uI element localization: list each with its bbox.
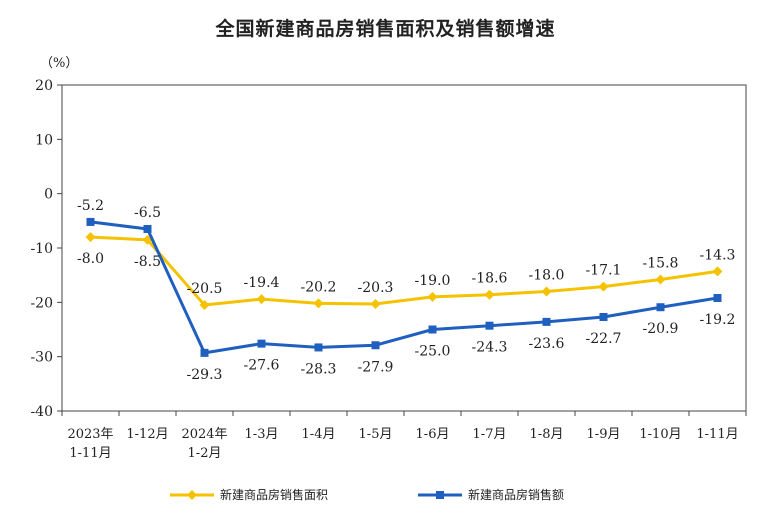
data-point-area	[199, 300, 210, 311]
data-label-sales: -27.9	[358, 359, 394, 375]
data-point-area	[655, 274, 666, 285]
data-label-area: -19.0	[415, 273, 451, 289]
data-point-area	[427, 291, 438, 302]
plot-frame	[61, 84, 747, 412]
x-tick-label: 2023年 1-11月	[67, 427, 113, 461]
data-point-sales	[371, 341, 380, 350]
data-point-area	[313, 298, 324, 309]
data-point-area	[712, 266, 723, 277]
data-label-area: -14.3	[700, 247, 736, 263]
data-point-sales	[599, 313, 608, 322]
legend-item-sales: 新建商品房销售额	[418, 486, 564, 503]
data-label-area: -8.0	[77, 251, 104, 267]
x-tick-label: 2024年 1-2月	[181, 427, 227, 461]
y-tick-label: -40	[30, 404, 53, 420]
data-point-area	[256, 294, 267, 305]
x-tick-label: 1-5月	[359, 427, 393, 442]
data-point-sales	[200, 348, 209, 357]
data-point-area	[484, 289, 495, 300]
data-label-area: -19.4	[244, 275, 280, 291]
data-point-sales	[713, 293, 722, 302]
legend-swatch-area	[170, 489, 214, 500]
data-label-sales: -23.6	[529, 336, 565, 352]
x-tick-label: 1-10月	[639, 427, 681, 442]
data-label-sales: -19.2	[700, 312, 736, 328]
data-point-sales	[428, 325, 437, 334]
data-label-sales: -20.9	[643, 321, 679, 337]
data-point-sales	[86, 217, 95, 226]
data-point-area	[598, 281, 609, 292]
y-axis-unit: （%）	[40, 56, 79, 71]
data-label-area: -18.6	[472, 271, 508, 287]
y-tick-label: -30	[30, 350, 53, 366]
x-tick-label: 1-3月	[245, 427, 279, 442]
data-point-sales	[656, 303, 665, 312]
series-line-0	[90, 235, 718, 307]
x-tick-label: 1-12月	[126, 427, 168, 442]
x-tick-label: 1-9月	[587, 427, 621, 442]
legend-swatch-sales	[418, 490, 462, 499]
y-tick-label: 0	[44, 187, 53, 203]
x-tick-label: 1-7月	[473, 427, 507, 442]
data-label-area: -17.1	[586, 263, 622, 279]
y-tick-label: 10	[35, 132, 53, 148]
x-tick-label: 1-8月	[530, 427, 564, 442]
x-tick-label: 1-11月	[696, 427, 738, 442]
legend-item-area: 新建商品房销售面积	[170, 486, 328, 503]
x-tick-label: 1-4月	[302, 427, 336, 442]
data-label-sales: -27.6	[244, 358, 280, 374]
data-label-sales: -29.3	[187, 367, 223, 383]
y-tick-label: -10	[30, 241, 53, 257]
chart-title: 全国新建商品房销售面积及销售额增速	[215, 18, 556, 40]
x-tick-label: 1-6月	[416, 427, 450, 442]
data-label-sales: -22.7	[586, 331, 622, 347]
data-label-sales: -28.3	[301, 361, 337, 377]
data-label-area: -20.5	[187, 281, 223, 297]
data-point-sales	[257, 339, 266, 348]
data-label-area: -20.3	[358, 280, 394, 296]
data-point-sales	[143, 224, 152, 233]
data-label-area: -18.0	[529, 267, 565, 283]
y-tick-label: -20	[30, 295, 53, 311]
data-label-area: -15.8	[643, 256, 679, 272]
data-label-sales: -5.2	[77, 198, 104, 214]
series-line-1	[90, 220, 718, 355]
data-label-sales: -25.0	[415, 344, 451, 360]
data-label-sales: -6.5	[134, 205, 161, 221]
data-label-sales: -24.3	[472, 340, 508, 356]
data-point-sales	[542, 317, 551, 326]
data-label-area: -8.5	[134, 254, 161, 270]
legend-label-sales: 新建商品房销售额	[468, 488, 565, 502]
y-tick-label: 20	[35, 78, 53, 94]
legend-label-area: 新建商品房销售面积	[220, 488, 329, 502]
data-point-area	[370, 298, 381, 309]
data-point-sales	[485, 321, 494, 330]
data-label-area: -20.2	[301, 279, 337, 295]
data-point-area	[85, 232, 96, 243]
data-point-area	[541, 286, 552, 297]
data-point-sales	[314, 343, 323, 352]
